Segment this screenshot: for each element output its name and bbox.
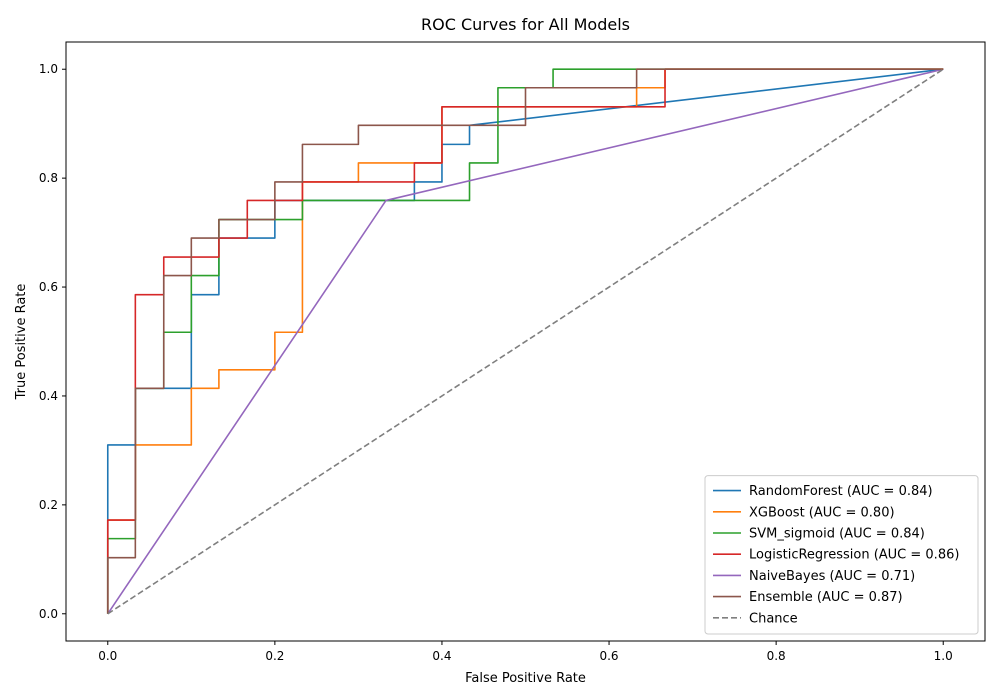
y-tick-label: 0.4 [39, 389, 58, 403]
x-axis-label: False Positive Rate [465, 671, 586, 686]
series-line-5 [106, 68, 944, 614]
legend-label: Ensemble (AUC = 0.87) [749, 590, 903, 605]
axes-frame [65, 41, 986, 642]
x-tick-label: 0.0 [98, 649, 117, 663]
x-tick-label: 0.6 [599, 649, 618, 663]
legend-label: SVM_sigmoid (AUC = 0.84) [749, 527, 925, 542]
legend-label: RandomForest (AUC = 0.84) [749, 484, 933, 499]
y-tick-label: 0.8 [39, 171, 58, 185]
legend-label: XGBoost (AUC = 0.80) [749, 505, 895, 520]
x-tick-label: 0.8 [767, 649, 786, 663]
legend: RandomForest (AUC = 0.84) XGBoost (AUC = … [704, 475, 979, 635]
legend-label: NaiveBayes (AUC = 0.71) [749, 569, 915, 584]
series-line-3 [106, 68, 944, 614]
series-line-4 [107, 68, 944, 615]
series-line-1 [106, 68, 944, 614]
y-tick-label: 0.2 [39, 498, 58, 512]
legend-label: LogisticRegression (AUC = 0.86) [749, 548, 959, 563]
y-axis-label: True Positive Rate [14, 284, 29, 401]
series-line-6 [107, 68, 944, 615]
x-tick-label: 1.0 [934, 649, 953, 663]
plot-lines [106, 68, 944, 615]
x-tick-label: 0.2 [265, 649, 284, 663]
x-tick-label: 0.4 [432, 649, 451, 663]
chart-title: ROC Curves for All Models [421, 15, 630, 34]
y-tick-label: 0.0 [39, 607, 58, 621]
y-axis-ticks: 0.0 0.2 0.4 0.6 0.8 1.0 [39, 62, 66, 621]
x-axis-ticks: 0.0 0.2 0.4 0.6 0.8 1.0 [98, 641, 953, 663]
legend-label: Chance [749, 611, 798, 626]
y-tick-label: 0.6 [39, 280, 58, 294]
y-tick-label: 1.0 [39, 62, 58, 76]
legend-box [704, 475, 979, 635]
